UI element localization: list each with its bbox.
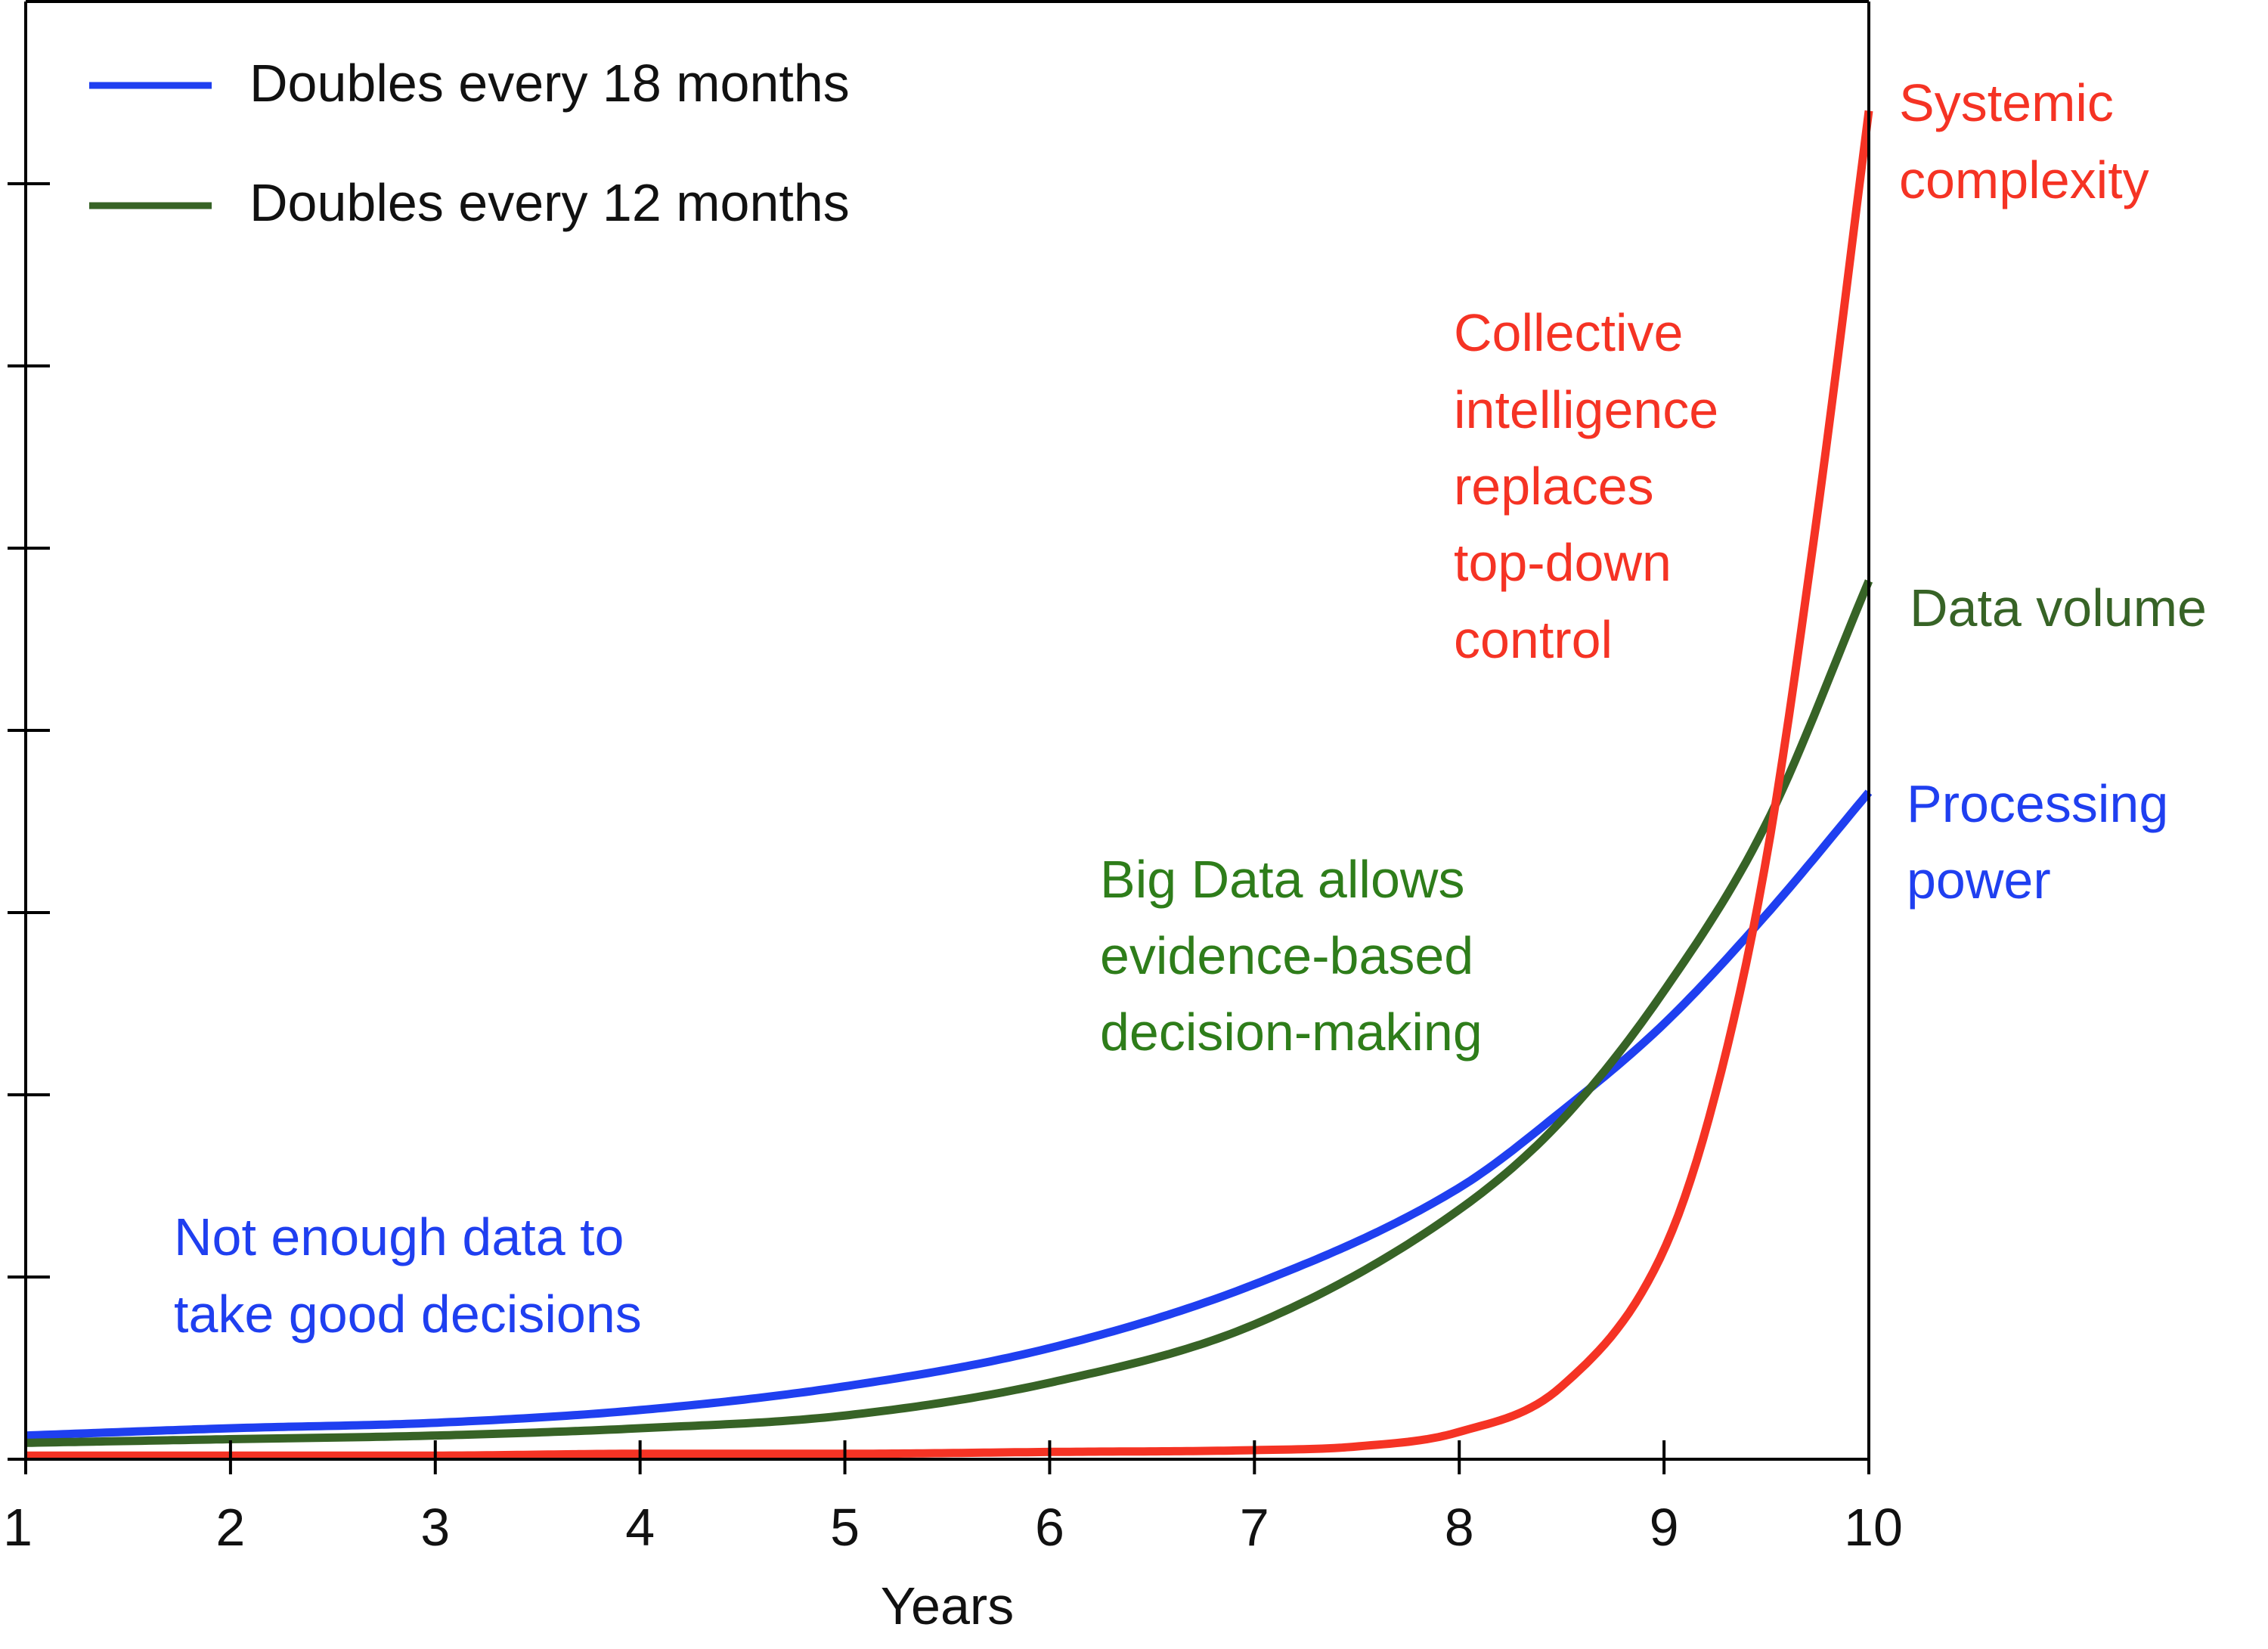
line-label-text: Data volume: [1910, 578, 2207, 637]
annotation-line: Not enough data to: [174, 1207, 624, 1266]
x-tick-label: 4: [625, 1498, 655, 1557]
annotation-line: Collective: [1454, 303, 1683, 362]
annotation-line: decision-making: [1100, 1003, 1483, 1062]
annotation-line: evidence-based: [1100, 926, 1473, 985]
line-label-text: power: [1907, 851, 2051, 910]
annotation-line: intelligence: [1454, 380, 1718, 439]
x-tick-label: 10: [1844, 1498, 1903, 1557]
line-label-text: complexity: [1899, 150, 2149, 209]
line-label-text: Systemic: [1899, 73, 2114, 132]
annotation-line: replaces: [1454, 457, 1654, 516]
line-label-systemic-complexity: Systemic complexity: [1899, 73, 2149, 209]
legend-label-18-months: Doubles every 18 months: [249, 54, 850, 113]
x-tick-label: 3: [420, 1498, 450, 1557]
x-tick-label: 1: [3, 1498, 33, 1557]
line-label-data-volume: Data volume: [1910, 578, 2207, 637]
plot-area: [26, 2, 1869, 1459]
line-label-processing-power: Processing power: [1907, 774, 2168, 910]
y-tick-layer: [8, 182, 50, 1461]
x-tick-label: 9: [1650, 1498, 1679, 1557]
x-tick-label: 5: [830, 1498, 860, 1557]
line-label-text: Processing: [1907, 774, 2168, 833]
annotation-line: control: [1454, 610, 1613, 669]
x-tick-label: 6: [1035, 1498, 1064, 1557]
legend-label-12-months: Doubles every 12 months: [249, 173, 850, 232]
annotation-not-enough-data: Not enough data to take good decisions: [174, 1207, 642, 1344]
legend: Doubles every 18 months Doubles every 12…: [89, 54, 850, 232]
annotation-line: top-down: [1454, 533, 1672, 592]
series-layer: [25, 110, 1873, 1460]
series-line-data-volume: [25, 579, 1873, 1447]
annotation-collective-intelligence: Collective intelligence replaces top-dow…: [1454, 303, 1718, 669]
annotation-line: Big Data allows: [1100, 850, 1464, 909]
annotation-line: take good decisions: [174, 1285, 642, 1344]
x-tick-layer: 1 2 3 4 5 6 7 8 9 10: [3, 1440, 1903, 1557]
x-axis-label: Years: [881, 1576, 1014, 1635]
x-tick-label: 7: [1240, 1498, 1269, 1557]
series-line-systemic-complexity: [26, 110, 1873, 1460]
series-line-processing-power: [25, 789, 1873, 1440]
x-tick-label: 2: [215, 1498, 245, 1557]
x-tick-label: 8: [1445, 1498, 1474, 1557]
annotation-big-data: Big Data allows evidence-based decision-…: [1100, 850, 1483, 1062]
